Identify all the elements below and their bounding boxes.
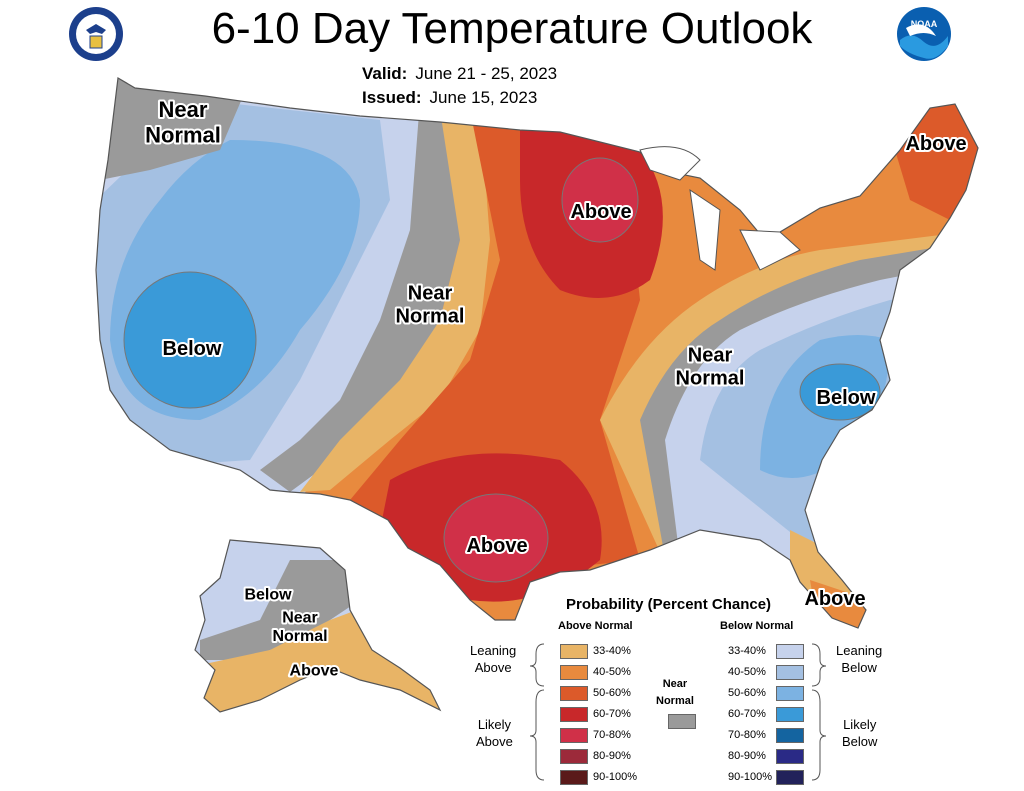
above-normal-swatch: [560, 665, 588, 680]
above-normal-range-label: 70-80%: [593, 729, 631, 741]
map-title: 6-10 Day Temperature Outlook: [211, 4, 813, 53]
leaning-below-label: Leaning Below: [836, 643, 883, 675]
below-normal-swatch: [776, 770, 804, 785]
below-normal-swatch: [776, 707, 804, 722]
near-normal-swatch: [668, 714, 696, 729]
region-label: Near Normal: [396, 283, 465, 328]
issued-label: Issued:: [362, 88, 422, 107]
above-normal-header: Above Normal: [558, 620, 633, 632]
below-normal-swatch: [776, 749, 804, 764]
above-normal-range-label: 90-100%: [593, 771, 638, 783]
above-normal-swatch: [560, 749, 588, 764]
above-normal-range-label: 40-50%: [593, 666, 631, 678]
region-label: Below: [817, 387, 876, 409]
region-label: Above: [466, 535, 527, 557]
above-normal-range-label: 60-70%: [593, 708, 631, 720]
below-normal-header: Below Normal: [720, 620, 794, 632]
likely-below-label: Likely Below: [842, 717, 878, 749]
below-braces: [811, 643, 827, 781]
region-labels: Near Normal Below Near Normal Above Above Near N…: [143, 95, 968, 682]
below-normal-range-label: 60-70%: [728, 708, 766, 720]
below-normal-swatch: [776, 728, 804, 743]
leaning-above-label: Leaning Above: [470, 643, 517, 675]
below-normal-range-label: 70-80%: [728, 729, 766, 741]
below-normal-swatch: [776, 665, 804, 680]
noaa-logo-icon: NOAA: [896, 6, 952, 62]
above-normal-swatch: [560, 728, 588, 743]
great-lakes: [639, 146, 801, 271]
legend-title: Probability (Percent Chance): [566, 596, 772, 613]
below-normal-swatch: [776, 686, 804, 701]
alaska-shading: [195, 540, 440, 712]
below-normal-swatch: [776, 644, 804, 659]
above-normal-range-label: 33-40%: [593, 645, 631, 657]
above-normal-range-label: 80-90%: [593, 750, 631, 762]
above-braces: [529, 643, 545, 781]
valid-value: June 21 - 25, 2023: [415, 64, 558, 83]
region-label: Above: [290, 663, 339, 680]
above-normal-swatch: [560, 686, 588, 701]
region-label: Near Normal: [272, 609, 327, 644]
region-label: Below: [244, 587, 292, 604]
below-normal-range-label: 33-40%: [728, 645, 766, 657]
above-normal-swatch: [560, 644, 588, 659]
likely-above-label: Likely Above: [476, 717, 513, 749]
conus-outline: [95, 77, 979, 629]
region-label: Below: [163, 338, 222, 360]
alaska-outline: [194, 539, 442, 713]
below-normal-range-label: 80-90%: [728, 750, 766, 762]
near-normal-header: Near Normal: [656, 678, 694, 707]
region-label: Near Normal: [676, 345, 745, 390]
above-normal-swatch: [560, 707, 588, 722]
above-normal-range-label: 50-60%: [593, 687, 631, 699]
valid-dates: Valid: June 21 - 25, 2023: [362, 64, 557, 84]
valid-label: Valid:: [362, 64, 408, 83]
issued-value: June 15, 2023: [429, 88, 538, 107]
doc-seal-icon: [68, 6, 124, 62]
below-normal-range-label: 40-50%: [728, 666, 766, 678]
svg-text:NOAA: NOAA: [911, 19, 938, 29]
below-normal-range-label: 90-100%: [728, 771, 773, 783]
below-normal-range-label: 50-60%: [728, 687, 766, 699]
above-normal-swatch: [560, 770, 588, 785]
region-label: Above: [905, 133, 966, 155]
region-label: Near Normal: [145, 97, 221, 147]
region-label: Above: [570, 201, 631, 223]
issued-date: Issued: June 15, 2023: [362, 88, 537, 108]
region-label: Above: [804, 588, 865, 610]
